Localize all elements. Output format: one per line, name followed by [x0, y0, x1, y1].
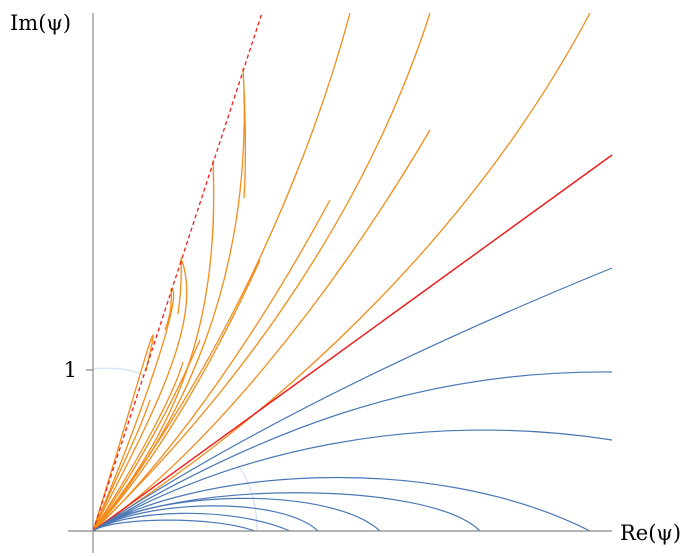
orange-streamline [92, 399, 151, 532]
faint-arc [92, 367, 146, 377]
blue-streamline [92, 429, 613, 532]
blue-streamline [92, 497, 381, 532]
dashed-boundary-line [92, 12, 263, 532]
orange-streamline [92, 257, 188, 532]
orange-streamline [92, 259, 261, 532]
orange-streamline [92, 129, 431, 532]
orange-streamline [92, 288, 175, 532]
orange-streamline [92, 12, 351, 532]
red-separatrix-line [92, 154, 613, 532]
orange-streamline [92, 361, 184, 532]
blue-streamline [92, 512, 291, 532]
blue-streamline [92, 492, 481, 532]
y-axis-label: Im(ψ) [10, 11, 71, 35]
orange-streamline [92, 12, 591, 532]
blue-streamline [92, 519, 256, 532]
orange-streamline [92, 159, 215, 532]
blue-streamline [92, 476, 591, 532]
curves-group [92, 12, 613, 532]
orange-streamline [92, 199, 331, 532]
orange-streamline [92, 339, 201, 532]
blue-streamline [92, 371, 613, 532]
orange-streamline [92, 12, 431, 532]
y-tick-label: 1 [64, 358, 77, 382]
faint-arc [237, 464, 258, 532]
x-axis-label: Re(ψ) [620, 521, 681, 545]
blue-streamline [92, 505, 319, 532]
blue-streamline [92, 267, 613, 532]
